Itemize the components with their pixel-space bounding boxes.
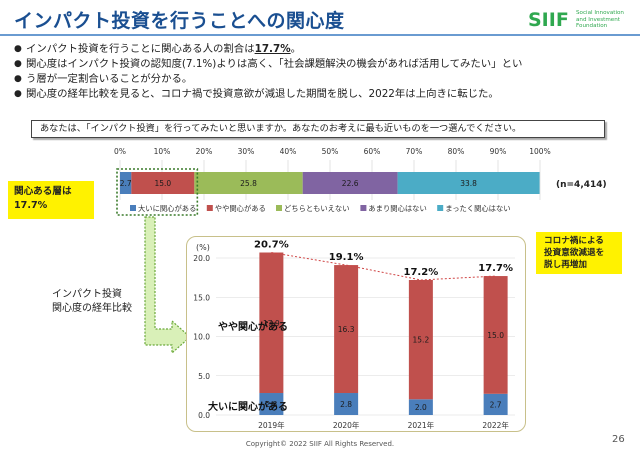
bar-segment: [397, 172, 540, 194]
summary-bullets: インパクト投資を行うことに関心ある人の割合は17.7%。 関心度はインパクト投資…: [14, 42, 634, 102]
bar-value-label: 16.3: [338, 325, 355, 334]
legend-label: やや関心がある: [215, 204, 266, 213]
bar-segment: [334, 265, 359, 394]
bar-segment: [194, 172, 303, 194]
x-tick-label: 10%: [154, 147, 171, 156]
x-tick-label: 20%: [196, 147, 213, 156]
page-title: インパクト投資を行うことへの関心度: [14, 10, 345, 32]
survey-question: あなたは、「インパクト投資」を行ってみたいと思いますか。あなたのお考えに最も近い…: [31, 120, 605, 138]
x-tick-label: 60%: [364, 147, 381, 156]
y-tick-label: 20.0: [193, 254, 210, 263]
legend-swatch: [276, 205, 282, 211]
series-label: やや関心がある: [218, 320, 288, 333]
bar-value-label: 2.7: [490, 400, 502, 409]
y-tick-label: 15.0: [193, 293, 210, 302]
series-label: 大いに関心がある: [208, 400, 288, 413]
y-tick-label: 5.0: [198, 372, 210, 381]
bar-value-label: 2.8: [265, 400, 277, 409]
x-tick-label: 70%: [406, 147, 423, 156]
x-category-label: 2021年: [408, 420, 435, 430]
covid-callout: コロナ禍による 投資意欲減退を 脱し再増加: [536, 232, 622, 274]
bar-segment: [302, 172, 398, 194]
bar-segment: [334, 393, 359, 415]
x-tick-label: 0%: [114, 147, 126, 156]
bar-segment: [259, 252, 284, 394]
bar-segment: [120, 172, 132, 194]
x-tick-label: 80%: [448, 147, 465, 156]
legend-swatch: [206, 205, 213, 211]
y-axis-label: (%): [196, 243, 210, 252]
bar-value-label: 25.8: [240, 179, 257, 188]
interest-frame: [116, 168, 199, 216]
bar-total-label: 17.7%: [478, 263, 513, 274]
x-category-label: 2020年: [333, 420, 360, 430]
bullet-1: インパクト投資を行うことに関心ある人の割合は17.7%。: [14, 42, 634, 57]
legend-label: まったく関心はない: [445, 204, 510, 213]
bar-value-label: 17.9: [263, 319, 280, 328]
trend-line: [271, 252, 496, 281]
bar-segment: [408, 279, 433, 400]
page-number: 26: [612, 434, 625, 445]
bar-total-label: 17.2%: [404, 267, 439, 278]
bar-segment: [259, 393, 284, 415]
x-tick-label: 100%: [529, 147, 550, 156]
x-category-label: 2019年: [258, 420, 285, 430]
legend-swatch: [130, 205, 136, 211]
bar-value-label: 2.8: [340, 400, 352, 409]
bar-value-label: 2.0: [415, 403, 427, 412]
legend-swatch: [437, 205, 444, 211]
bar-value-label: 2.7: [120, 179, 132, 188]
bar-segment: [131, 172, 195, 194]
x-tick-label: 40%: [280, 147, 297, 156]
bullet-2-cont: う層が一定割合いることが分かる。: [14, 72, 634, 87]
y-tick-label: 0.0: [198, 411, 210, 420]
bar-value-label: 15.2: [413, 336, 430, 345]
flow-arrow: [144, 216, 191, 355]
legend-label: どちらともいえない: [284, 204, 350, 213]
x-tick-label: 90%: [490, 147, 507, 156]
sample-size: (n=4,414): [556, 180, 607, 190]
bullet-2: 関心度はインパクト投資の認知度(7.1%)よりは高く、「社会課題解決の機会があれ…: [14, 57, 634, 72]
bar-segment: [483, 393, 508, 415]
bar-segment: [483, 276, 508, 394]
logo-subtitle: Social Innovation and Investment Foundat…: [576, 10, 624, 30]
logo-word: SIIF: [528, 9, 569, 31]
legend-swatch: [360, 205, 367, 211]
bar-value-label: 33.8: [460, 179, 477, 188]
bar-total-label: 20.7%: [254, 240, 289, 251]
bar-total-label: 19.1%: [329, 252, 364, 263]
stacked-bar-chart: 0% 10% 20% 30% 40% 50% 60% 70% 80% 90% 100% 2.7 15.0…: [114, 147, 607, 355]
x-tick-label: 50%: [322, 147, 339, 156]
legend-label: 大いに関心がある: [138, 204, 196, 213]
bar-segment: [408, 399, 433, 415]
legend-label: あまり関心はない: [368, 204, 426, 213]
siif-logo: SIIF Social Innovation and Investment Fo…: [528, 9, 636, 33]
title-divider: [0, 34, 640, 36]
x-tick-label: 30%: [238, 147, 255, 156]
y-tick-label: 10.0: [193, 333, 210, 342]
bar-value-label: 22.6: [342, 179, 359, 188]
interest-callout: 関心ある層は 17.7%: [8, 181, 94, 219]
highlight-value: 17.7%: [254, 43, 291, 55]
bar-value-label: 15.0: [154, 179, 171, 188]
copyright: Copyright© 2022 SIIF All Rights Reserved…: [245, 440, 395, 448]
bar-value-label: 15.0: [487, 331, 504, 340]
bullet-3: 関心度の経年比較を見ると、コロナ禍で投資意欲が減退した期間を脱し、2022年は上…: [14, 87, 634, 102]
trend-side-label: インパクト投資 関心度の経年比較: [52, 289, 132, 314]
x-category-label: 2022年: [482, 420, 509, 430]
